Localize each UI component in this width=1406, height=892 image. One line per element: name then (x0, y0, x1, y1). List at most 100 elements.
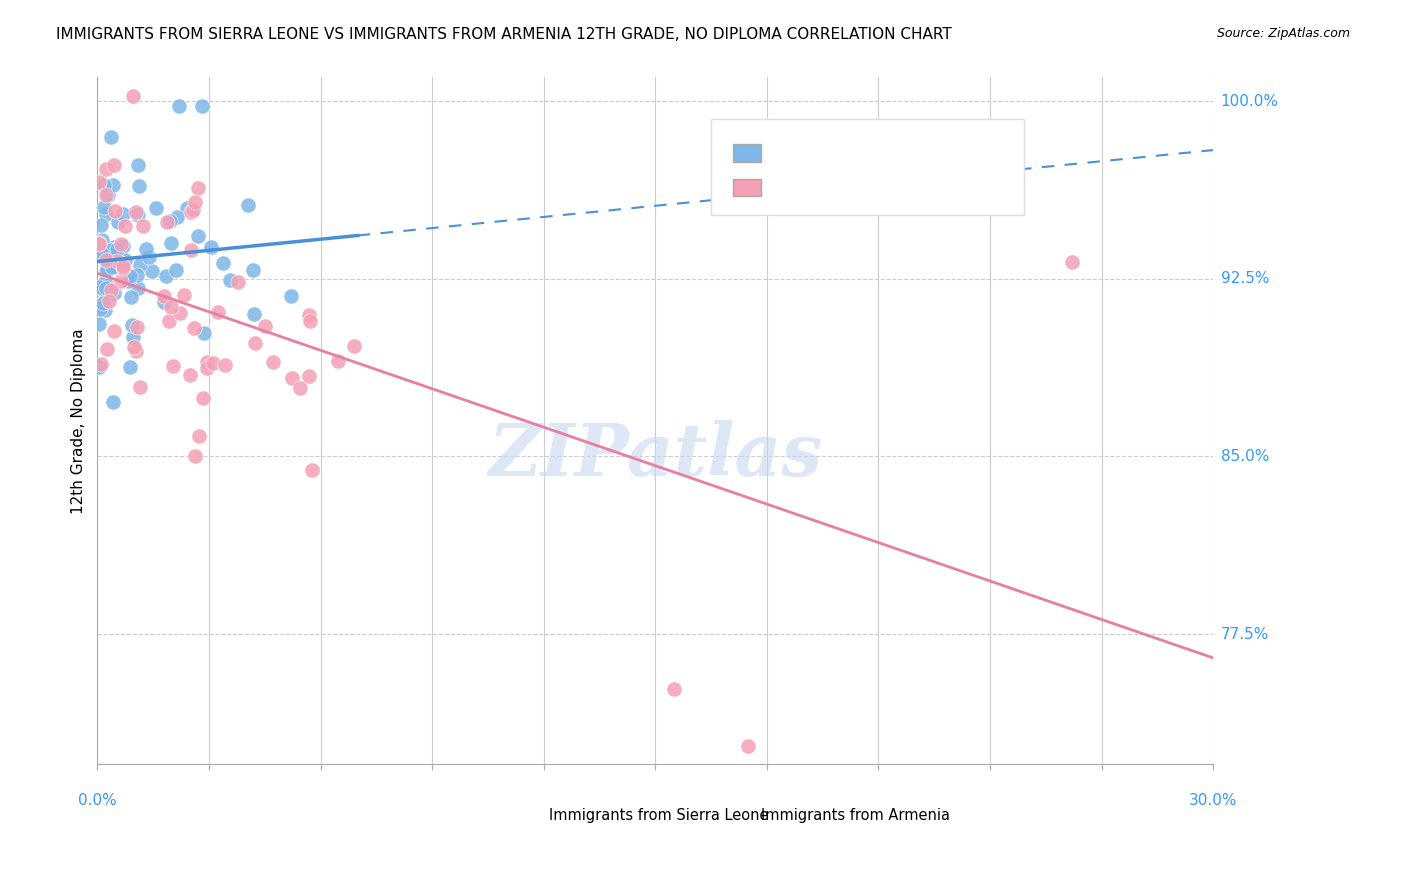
Point (187, 429, 209, 443)
Point (89, 241, 111, 255)
Point (100, 130, 122, 145)
Point (90, 219, 112, 233)
Point (184, 194, 207, 209)
Point (281, 370, 304, 384)
Point (100, 283, 122, 297)
Point (169, 306, 191, 320)
Point (96, 281, 118, 295)
Point (127, 320, 149, 334)
Point (156, 214, 179, 228)
Point (117, 274, 139, 288)
Point (94, 286, 117, 301)
Point (104, 260, 127, 274)
Point (128, 258, 150, 272)
Point (181, 202, 204, 217)
Point (211, 256, 233, 270)
Text: ZIPatlas: ZIPatlas (488, 420, 823, 491)
Point (737, 739, 759, 753)
Point (262, 355, 284, 369)
Text: 100.0%: 100.0% (1220, 94, 1278, 109)
Text: 85.0%: 85.0% (1220, 449, 1270, 464)
Point (97, 188, 120, 202)
Point (122, 340, 145, 354)
Point (121, 330, 143, 344)
Point (105, 243, 128, 257)
Point (100, 244, 122, 258)
Point (173, 288, 195, 302)
Point (89, 236, 111, 251)
Point (167, 99, 190, 113)
Point (159, 214, 181, 228)
Point (280, 289, 302, 303)
Point (105, 253, 128, 268)
Point (160, 300, 183, 314)
Point (94, 303, 117, 318)
Point (111, 238, 134, 252)
Point (242, 263, 264, 277)
FancyBboxPatch shape (522, 805, 541, 822)
Point (103, 324, 125, 338)
Point (101, 178, 124, 193)
Point (288, 381, 311, 395)
Point (153, 289, 176, 303)
Text: R = -0.165   N = 63: R = -0.165 N = 63 (772, 178, 949, 196)
FancyBboxPatch shape (734, 145, 761, 161)
Point (326, 354, 349, 368)
Point (96, 188, 118, 202)
Point (96, 263, 118, 277)
Point (107, 215, 129, 229)
Point (219, 273, 242, 287)
Point (200, 240, 222, 254)
Point (112, 207, 135, 221)
Point (103, 258, 125, 272)
Point (103, 158, 125, 172)
Point (242, 308, 264, 322)
Point (128, 178, 150, 193)
Text: 0.0%: 0.0% (77, 793, 117, 808)
Point (93, 200, 115, 214)
Point (254, 318, 277, 333)
Point (187, 229, 209, 244)
Point (193, 326, 215, 340)
Text: 77.5%: 77.5% (1220, 627, 1270, 641)
Point (111, 259, 134, 273)
Point (89, 318, 111, 332)
Point (125, 344, 148, 359)
Point (108, 254, 131, 268)
Point (94, 162, 117, 177)
Point (155, 268, 177, 283)
Point (298, 308, 321, 322)
Point (183, 321, 205, 335)
Point (160, 235, 183, 250)
Point (93, 178, 115, 192)
Point (110, 236, 132, 251)
Text: 92.5%: 92.5% (1220, 271, 1270, 286)
Point (101, 260, 124, 275)
Point (127, 268, 149, 282)
Point (91, 296, 114, 310)
Point (153, 295, 176, 310)
Point (89, 235, 111, 250)
FancyBboxPatch shape (734, 805, 754, 822)
Point (1060, 255, 1083, 269)
Point (112, 261, 135, 276)
Point (184, 449, 207, 463)
Text: Immigrants from Sierra Leone: Immigrants from Sierra Leone (550, 808, 769, 823)
Point (89, 301, 111, 316)
Point (96, 254, 118, 268)
Point (162, 359, 184, 374)
Point (89, 280, 111, 294)
Point (121, 318, 143, 332)
Point (245, 335, 267, 350)
Point (89, 243, 111, 257)
Point (207, 305, 229, 319)
Point (138, 250, 160, 264)
FancyBboxPatch shape (711, 119, 1024, 215)
Point (180, 205, 202, 219)
Point (103, 286, 125, 301)
Point (96, 342, 118, 356)
Point (135, 242, 157, 256)
Point (94, 276, 117, 290)
Point (145, 201, 167, 215)
Point (120, 269, 142, 284)
